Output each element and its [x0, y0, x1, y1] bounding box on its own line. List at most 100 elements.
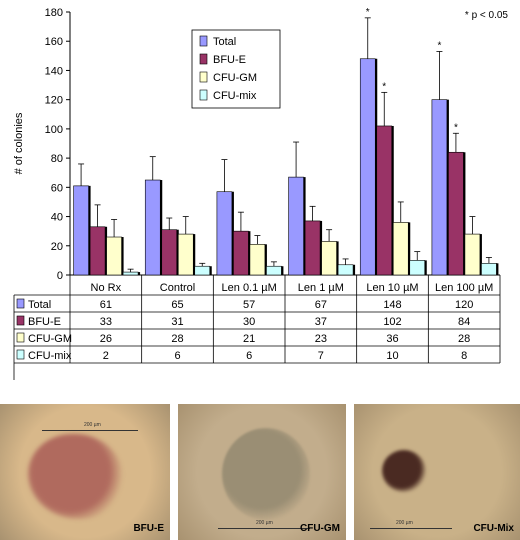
cfu-mix-colony: [382, 450, 426, 492]
legend-label: CFU-mix: [213, 90, 257, 102]
y-tick-label: 60: [51, 182, 63, 194]
y-tick-label: 100: [45, 124, 63, 136]
x-tick-label: Len 0.1 µM: [222, 282, 277, 294]
y-tick-label: 80: [51, 153, 63, 165]
table-swatch: [16, 349, 25, 360]
bar-bfu-e: [304, 220, 321, 276]
bar-cfu-mix: [122, 271, 139, 276]
legend-swatch: [199, 53, 208, 65]
bar-cfu-mix: [337, 264, 354, 276]
table-cell: 57: [243, 299, 255, 311]
significance-star: *: [382, 81, 386, 92]
scale-bar: [42, 430, 138, 431]
table-cell: 2: [103, 350, 109, 362]
legend-swatch: [199, 89, 208, 101]
bar-cfu-gm: [249, 244, 266, 276]
y-tick-label: 120: [45, 95, 63, 107]
table-cell: 31: [171, 316, 183, 328]
scale-bar-label: 200 µm: [84, 422, 101, 428]
table-cell: 65: [171, 299, 183, 311]
table-cell: 37: [315, 316, 327, 328]
bar-bfu-e: [161, 229, 178, 276]
photo-cfu-gm: 200 µm CFU-GM: [178, 404, 346, 540]
table-cell: 33: [100, 316, 112, 328]
y-axis: 0 20 40 60 80 100 120 140 160 180: [45, 7, 500, 282]
bar-total: [73, 185, 89, 276]
bar-cfu-mix: [481, 263, 497, 276]
legend-label: CFU-GM: [213, 72, 257, 84]
table-cell: 28: [458, 333, 470, 345]
significance-star: *: [454, 122, 458, 133]
bar-total: [144, 179, 161, 276]
significance-star: *: [366, 7, 370, 18]
bfu-e-colony: [28, 434, 123, 519]
bar-bfu-e: [89, 226, 106, 276]
legend-label: BFU-E: [213, 54, 246, 66]
scale-bar: [370, 528, 452, 529]
significance-note: * p < 0.05: [465, 10, 509, 21]
table-cell: 23: [315, 333, 327, 345]
legend-label: Total: [213, 36, 236, 48]
table-row-label: Total: [28, 299, 51, 311]
table-row-label: CFU-mix: [28, 350, 72, 362]
photo-caption: BFU-E: [133, 523, 164, 534]
cfu-gm-colony: [222, 428, 310, 520]
y-tick-label: 40: [51, 212, 63, 224]
bar-cfu-gm: [392, 222, 409, 276]
bar-cfu-mix: [266, 265, 282, 276]
table-cell: 26: [100, 333, 112, 345]
photo-cfu-mix-background: [354, 404, 520, 540]
bar-cfu-mix: [409, 260, 426, 276]
table-cell: 30: [243, 316, 255, 328]
table-cell: 36: [386, 333, 398, 345]
y-tick-label: 0: [57, 270, 63, 282]
bar-total: [431, 99, 448, 276]
legend-swatch: [199, 35, 208, 47]
table-row-label: CFU-GM: [28, 333, 72, 345]
bar-bfu-e: [376, 125, 393, 276]
y-tick-label: 160: [45, 36, 63, 48]
significance-star: *: [437, 40, 441, 51]
bar-cfu-gm: [177, 233, 194, 276]
legend-swatch: [199, 71, 208, 83]
bar-cfu-mix: [194, 265, 211, 276]
scale-bar-label: 200 µm: [256, 520, 273, 526]
colony-chart: 0 20 40 60 80 100 120 140 160 180 # of colonies *…: [13, 7, 509, 380]
table-cell: 10: [386, 350, 398, 362]
photo-cfu-mix: 200 µm CFU-Mix: [354, 404, 520, 540]
table-swatch: [16, 315, 25, 326]
bar-total: [216, 191, 233, 276]
y-tick-label: 20: [51, 241, 63, 253]
x-tick-label: Len 10 µM: [366, 282, 418, 294]
photo-bfu-e: 200 µm BFU-E: [0, 404, 170, 540]
data-table: No Rx Control Len 0.1 µM Len 1 µM Len 10 µM L…: [13, 275, 501, 380]
bars: * * * *: [73, 7, 499, 276]
table-cell: 6: [174, 350, 180, 362]
table-cell: 61: [100, 299, 112, 311]
photo-caption: CFU-GM: [300, 523, 340, 534]
photo-caption: CFU-Mix: [473, 523, 514, 534]
table-cell: 120: [455, 299, 473, 311]
table-cell: 28: [171, 333, 183, 345]
bar-cfu-gm: [321, 241, 337, 276]
table-cell: 84: [458, 316, 470, 328]
table-row-label: BFU-E: [28, 316, 61, 328]
x-tick-label: No Rx: [91, 282, 122, 294]
table-swatch: [16, 298, 25, 309]
table-swatch: [16, 332, 25, 343]
y-tick-label: 140: [45, 65, 63, 77]
x-tick-label: Control: [160, 282, 195, 294]
bar-bfu-e: [448, 151, 464, 276]
y-axis-title: # of colonies: [13, 112, 25, 174]
table-cell: 21: [243, 333, 255, 345]
x-tick-label: Len 100 µM: [435, 282, 493, 294]
y-tick-label: 180: [45, 7, 63, 19]
bar-total: [359, 58, 376, 276]
table-cell: 7: [318, 350, 324, 362]
scale-bar: [218, 528, 310, 529]
x-tick-label: Len 1 µM: [298, 282, 344, 294]
bar-total: [288, 176, 304, 276]
table-cell: 67: [315, 299, 327, 311]
table-cell: 148: [383, 299, 401, 311]
bar-bfu-e: [233, 230, 249, 276]
